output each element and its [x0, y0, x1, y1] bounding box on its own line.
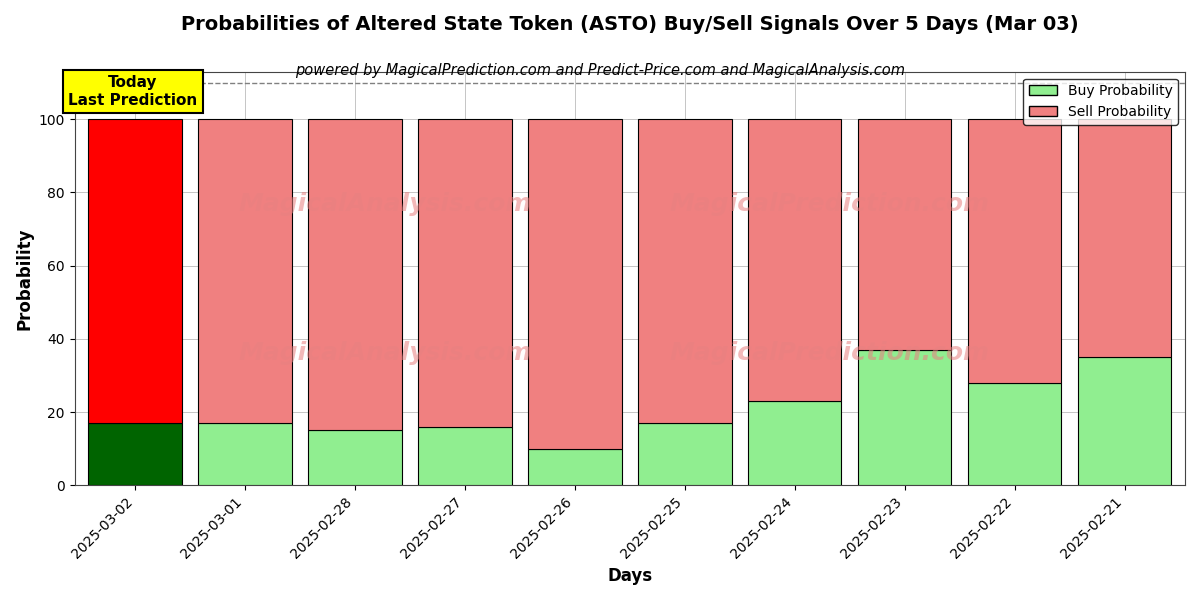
Text: MagicalPrediction.com: MagicalPrediction.com	[670, 341, 990, 365]
Text: MagicalPrediction.com: MagicalPrediction.com	[670, 192, 990, 216]
Bar	[198, 119, 292, 423]
Bar	[968, 119, 1061, 383]
Title: Probabilities of Altered State Token (ASTO) Buy/Sell Signals Over 5 Days (Mar 03: Probabilities of Altered State Token (AS…	[181, 15, 1079, 34]
Bar	[858, 350, 952, 485]
Bar	[89, 423, 182, 485]
Bar	[308, 430, 402, 485]
Bar	[1078, 357, 1171, 485]
Bar	[89, 119, 182, 423]
Bar	[638, 423, 732, 485]
Bar	[968, 383, 1061, 485]
Bar	[198, 423, 292, 485]
Text: powered by MagicalPrediction.com and Predict-Price.com and MagicalAnalysis.com: powered by MagicalPrediction.com and Pre…	[295, 63, 905, 78]
Text: MagicalAnalysis.com: MagicalAnalysis.com	[239, 192, 533, 216]
Bar	[419, 119, 511, 427]
Legend: Buy Probability, Sell Probability: Buy Probability, Sell Probability	[1024, 79, 1178, 125]
X-axis label: Days: Days	[607, 567, 653, 585]
Bar	[528, 119, 622, 449]
Y-axis label: Probability: Probability	[16, 227, 34, 330]
Text: Today
Last Prediction: Today Last Prediction	[68, 76, 198, 108]
Bar	[638, 119, 732, 423]
Bar	[419, 427, 511, 485]
Bar	[748, 401, 841, 485]
Bar	[308, 119, 402, 430]
Bar	[858, 119, 952, 350]
Bar	[748, 119, 841, 401]
Bar	[528, 449, 622, 485]
Text: MagicalAnalysis.com: MagicalAnalysis.com	[239, 341, 533, 365]
Bar	[1078, 119, 1171, 357]
